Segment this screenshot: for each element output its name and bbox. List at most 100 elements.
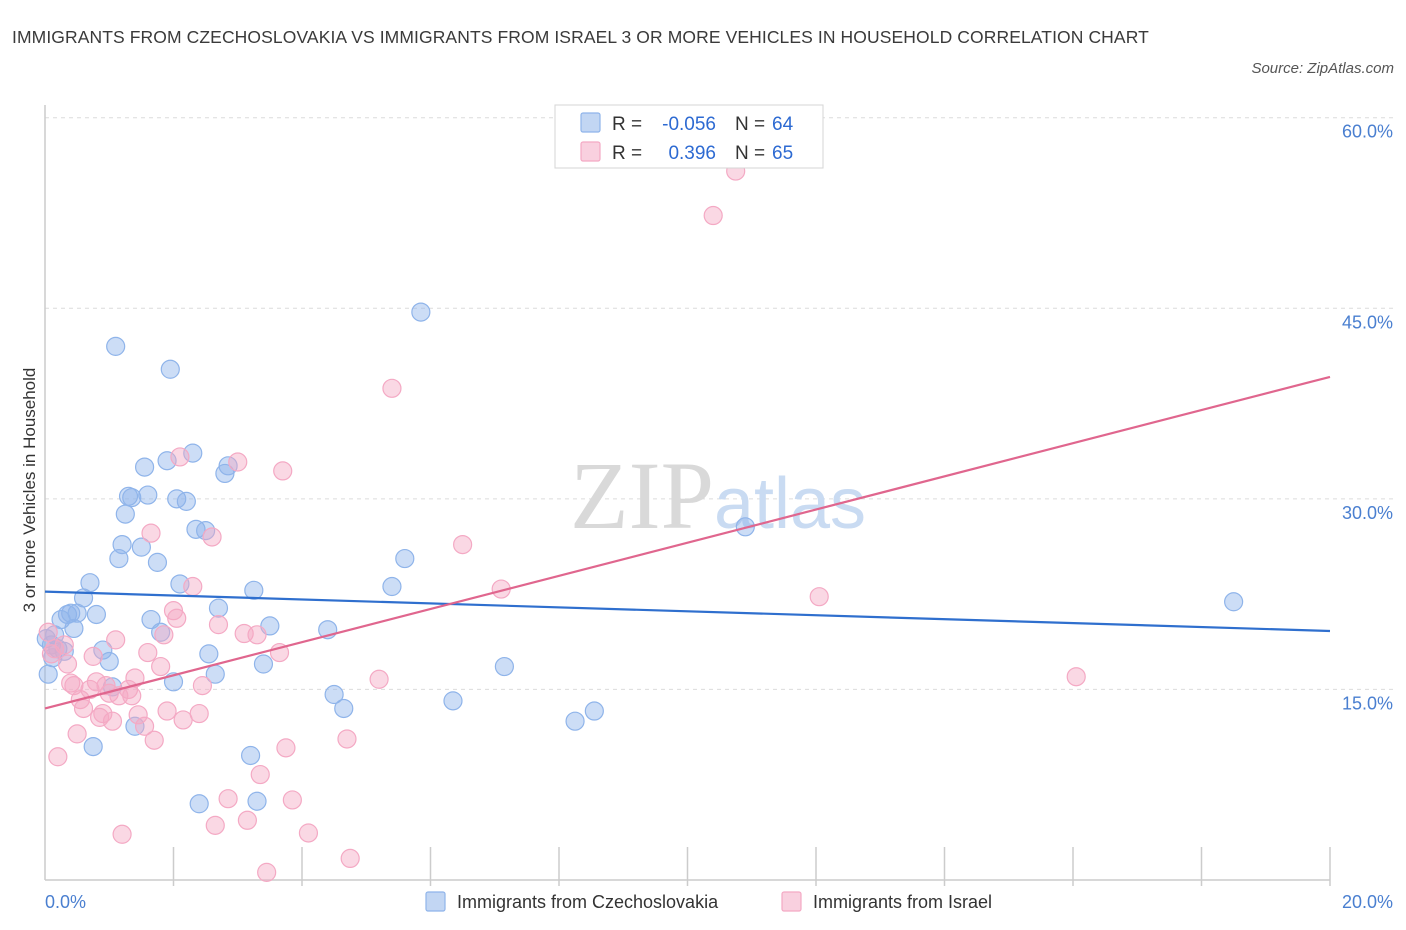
data-point bbox=[183, 443, 203, 463]
data-point bbox=[138, 642, 158, 663]
data-point bbox=[61, 603, 81, 623]
data-point bbox=[48, 747, 68, 767]
data-point bbox=[80, 679, 100, 700]
data-point bbox=[218, 456, 238, 476]
data-point bbox=[703, 205, 723, 226]
data-point bbox=[167, 608, 187, 628]
bottom-legend-label-israel: Immigrants from Israel bbox=[813, 892, 992, 912]
legend-swatch-israel bbox=[580, 141, 601, 162]
data-point bbox=[157, 701, 177, 721]
data-point bbox=[199, 644, 219, 664]
data-point bbox=[809, 587, 829, 607]
data-point bbox=[41, 644, 62, 664]
data-point bbox=[244, 580, 264, 600]
data-point bbox=[282, 790, 302, 810]
bottom-legend-swatch-israel bbox=[781, 891, 802, 912]
y-tick-labels: 15.0% 30.0% 45.0% 60.0% bbox=[1342, 122, 1393, 714]
legend-n-label-israel: N = bbox=[735, 143, 765, 164]
data-point bbox=[112, 534, 132, 555]
data-point bbox=[83, 646, 103, 666]
data-point bbox=[208, 615, 229, 635]
data-point bbox=[134, 457, 155, 477]
trend-line-israel bbox=[44, 375, 1331, 710]
legend-r-value-czechoslovakia: -0.056 bbox=[662, 114, 716, 135]
data-point bbox=[494, 656, 514, 677]
bottom-legend-label-czechoslovakia: Immigrants from Czechoslovakia bbox=[457, 892, 719, 912]
data-point bbox=[99, 651, 119, 672]
data-point bbox=[334, 698, 354, 719]
legend-r-value-israel: 0.396 bbox=[668, 143, 716, 164]
data-point bbox=[298, 823, 319, 843]
data-point bbox=[144, 730, 164, 750]
data-point bbox=[208, 598, 229, 618]
trend-line-czechoslovakia bbox=[44, 590, 1331, 633]
data-point bbox=[57, 604, 78, 625]
data-point bbox=[189, 703, 209, 724]
data-point bbox=[64, 676, 84, 696]
data-point bbox=[337, 729, 357, 749]
data-point bbox=[151, 656, 171, 677]
data-point bbox=[1224, 592, 1244, 612]
series-czechoslovakia bbox=[36, 302, 1244, 814]
data-point bbox=[253, 654, 274, 674]
scatter-points bbox=[36, 161, 1244, 882]
data-point bbox=[131, 537, 151, 557]
data-point bbox=[189, 794, 209, 814]
data-point bbox=[382, 576, 402, 597]
data-point bbox=[118, 486, 139, 506]
data-point bbox=[147, 552, 168, 572]
data-point bbox=[57, 654, 78, 674]
data-point bbox=[584, 701, 604, 721]
y-tick-label: 45.0% bbox=[1342, 312, 1393, 332]
data-point bbox=[453, 534, 473, 555]
legend-n-value-israel: 65 bbox=[772, 143, 793, 164]
data-point bbox=[170, 447, 190, 467]
trend-lines bbox=[44, 375, 1331, 710]
data-point bbox=[38, 664, 58, 684]
data-point bbox=[125, 716, 145, 736]
data-point bbox=[340, 848, 360, 869]
data-point bbox=[176, 491, 196, 511]
x-tick-label-min: 0.0% bbox=[45, 892, 86, 912]
data-point bbox=[83, 736, 103, 757]
bottom-legend-swatch-czechoslovakia bbox=[425, 891, 446, 912]
data-point bbox=[45, 639, 65, 659]
legend-r-label-czechoslovakia: R = bbox=[612, 114, 642, 135]
data-point bbox=[247, 625, 267, 645]
data-point bbox=[250, 764, 270, 785]
data-point bbox=[64, 618, 84, 639]
y-tick-label: 30.0% bbox=[1342, 503, 1393, 523]
legend-r-label-israel: R = bbox=[612, 143, 642, 164]
data-point bbox=[186, 519, 206, 539]
data-point bbox=[93, 703, 113, 724]
data-point bbox=[369, 669, 389, 689]
data-point bbox=[160, 359, 180, 379]
x-tick-label-max: 20.0% bbox=[1342, 892, 1393, 912]
gridlines bbox=[45, 117, 1395, 690]
data-point bbox=[86, 672, 107, 692]
data-point bbox=[228, 452, 248, 472]
data-point bbox=[324, 684, 344, 705]
bottom-legend: Immigrants from Czechoslovakia Immigrant… bbox=[425, 891, 992, 912]
data-point bbox=[141, 523, 161, 543]
data-point bbox=[122, 487, 142, 508]
data-point bbox=[395, 548, 415, 569]
x-tick-labels: 0.0% 20.0% bbox=[45, 892, 1393, 912]
watermark: ZIPatlas bbox=[570, 442, 866, 549]
data-point bbox=[157, 451, 177, 471]
data-point bbox=[134, 716, 155, 736]
data-point bbox=[112, 824, 132, 844]
data-point bbox=[257, 862, 277, 882]
data-point bbox=[276, 738, 296, 758]
data-point bbox=[205, 815, 225, 835]
data-point bbox=[61, 673, 81, 693]
data-point bbox=[86, 604, 107, 625]
data-point bbox=[38, 622, 58, 642]
data-point bbox=[218, 789, 238, 809]
data-point bbox=[1066, 667, 1086, 687]
data-point bbox=[106, 630, 126, 650]
data-point bbox=[382, 378, 402, 398]
data-point bbox=[273, 461, 293, 481]
data-point bbox=[93, 640, 113, 660]
y-tick-label: 60.0% bbox=[1342, 122, 1393, 142]
